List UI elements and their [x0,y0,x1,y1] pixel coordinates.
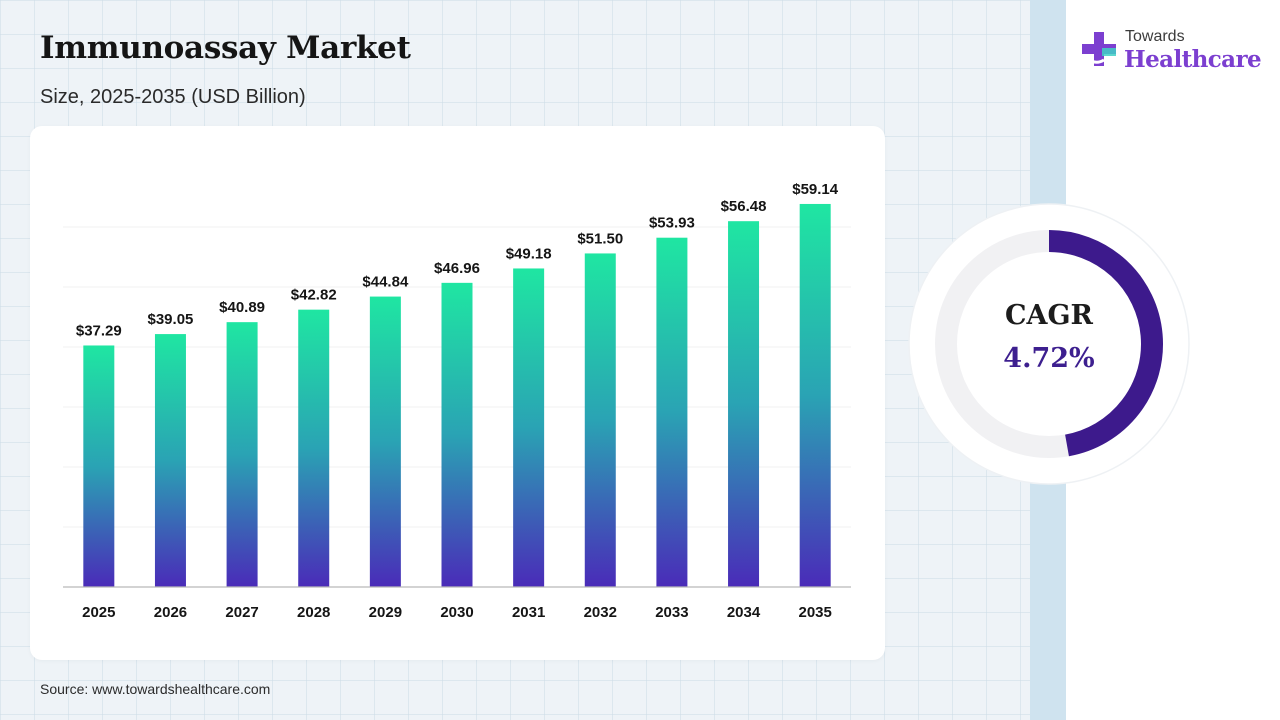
bar-chart: $37.29 $39.05 $40.89 $42.82 $44.84 $46.96 $49.… [63,181,851,621]
data-label-2033: $53.93 [649,215,695,232]
page-subtitle: Size, 2025-2035 (USD Billion) [40,86,306,108]
data-label-2027: $40.89 [219,299,265,316]
data-label-2025: $37.29 [76,322,122,339]
bar-2032 [584,253,616,587]
data-label-2026: $39.05 [148,311,194,328]
chart-card: $37.29 $39.05 $40.89 $42.82 $44.84 $46.96 $49.… [30,126,885,660]
brand-name-main: Healthcare [1124,46,1262,73]
x-tick-2033: 2033 [655,604,688,621]
data-label-2030: $46.96 [434,260,480,277]
x-tick-2032: 2032 [584,604,617,621]
brand-logo: Towards Healthcare [1080,28,1265,80]
cagr-ring-arc [1048,230,1163,457]
bar-2029 [369,296,401,587]
source-note: Source: www.towardshealthcare.com [40,681,271,697]
bar-2035 [799,203,831,587]
data-label-2034: $56.48 [721,198,767,215]
data-label-2029: $44.84 [362,274,409,291]
x-tick-2028: 2028 [297,604,330,621]
data-label-2028: $42.82 [291,287,337,304]
bar-2033 [656,237,688,588]
brand-name-top: Towards [1125,28,1185,45]
bar-2026 [154,334,186,587]
page-title: Immunoassay Market [40,30,411,66]
x-tick-2026: 2026 [154,604,187,621]
bar-2030 [441,282,473,587]
data-label-2031: $49.18 [506,245,552,262]
data-label-2032: $51.50 [577,230,623,247]
bar-2028 [298,309,330,587]
x-tick-2031: 2031 [512,604,545,621]
x-tick-2035: 2035 [798,604,831,621]
bar-2027 [226,322,258,587]
bar-2034 [728,221,760,587]
cagr-label: CAGR [1005,300,1093,331]
bar-2025 [83,345,115,587]
x-tick-2030: 2030 [440,604,473,621]
cagr-widget: CAGR 4.72% [908,203,1190,485]
cagr-value: 4.72% [1003,343,1095,374]
cagr-ring [908,203,1190,485]
x-tick-2034: 2034 [727,604,761,621]
bar-2031 [513,268,545,587]
medical-cross-icon [1082,32,1116,66]
x-tick-2027: 2027 [225,604,258,621]
x-tick-2029: 2029 [369,604,402,621]
x-tick-2025: 2025 [82,604,115,621]
data-label-2035: $59.14 [792,181,839,198]
